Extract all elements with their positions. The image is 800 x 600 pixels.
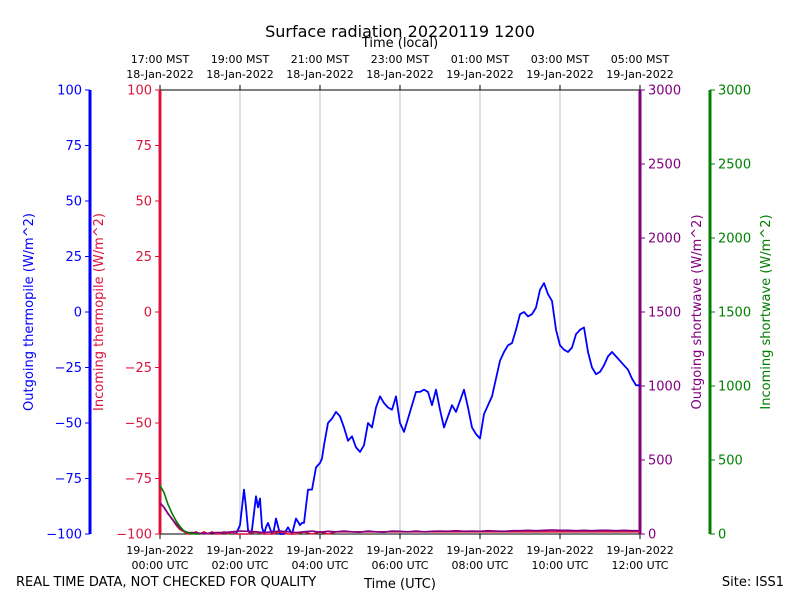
incoming-shortwave-axis-label: Incoming shortwave (W/m^2) — [759, 214, 774, 409]
series-line-incoming-shortwave — [159, 484, 200, 535]
top-tick-label-date: 18-Jan-2022 — [366, 68, 434, 81]
site-label: Site: ISS1 — [721, 575, 784, 590]
outgoing-thermopile-tick-label: 25 — [65, 250, 82, 265]
series-line-outgoing-thermopile — [235, 282, 640, 535]
top-tick-label-time: 05:00 MST — [611, 53, 670, 66]
incoming-shortwave-tick-label: 1500 — [718, 306, 751, 321]
x-tick-label-time: 02:00 UTC — [211, 559, 268, 572]
incoming-shortwave-tick-label: 2000 — [718, 232, 751, 247]
outgoing-shortwave-tick-label: 3000 — [648, 84, 681, 99]
incoming-thermopile-tick-label: −75 — [125, 472, 152, 487]
x-tick-label-date: 19-Jan-2022 — [206, 544, 274, 557]
top-tick-label-date: 19-Jan-2022 — [606, 68, 674, 81]
incoming-shortwave-tick-label: 1000 — [718, 380, 751, 395]
outgoing-shortwave-tick-label: 1500 — [648, 306, 681, 321]
x-tick-label-time: 06:00 UTC — [371, 559, 428, 572]
top-tick-label-date: 18-Jan-2022 — [126, 68, 194, 81]
outgoing-shortwave-tick-label: 2000 — [648, 232, 681, 247]
incoming-thermopile-tick-label: 50 — [135, 195, 152, 210]
x-tick-label-date: 19-Jan-2022 — [286, 544, 354, 557]
incoming-thermopile-tick-label: 75 — [135, 139, 152, 154]
outgoing-shortwave-tick-label: 500 — [648, 454, 673, 469]
quality-disclaimer: REAL TIME DATA, NOT CHECKED FOR QUALITY — [16, 575, 317, 590]
incoming-shortwave-tick-label: 500 — [718, 454, 743, 469]
x-tick-label-date: 19-Jan-2022 — [446, 544, 514, 557]
x-tick-label-time: 10:00 UTC — [531, 559, 588, 572]
top-tick-label-date: 19-Jan-2022 — [526, 68, 594, 81]
x-tick-label-date: 19-Jan-2022 — [526, 544, 594, 557]
top-axis-label: Time (local) — [361, 36, 438, 51]
outgoing-thermopile-tick-label: −100 — [46, 528, 82, 543]
top-tick-label-date: 18-Jan-2022 — [206, 68, 274, 81]
incoming-thermopile-tick-label: 100 — [127, 84, 152, 99]
top-tick-label-date: 19-Jan-2022 — [446, 68, 514, 81]
top-tick-label-time: 03:00 MST — [531, 53, 590, 66]
x-tick-label-time: 04:00 UTC — [291, 559, 348, 572]
incoming-thermopile-tick-label: −100 — [116, 528, 152, 543]
incoming-shortwave-tick-label: 3000 — [718, 84, 751, 99]
top-tick-label-time: 01:00 MST — [451, 53, 510, 66]
outgoing-thermopile-tick-label: −75 — [55, 472, 82, 487]
x-axis-label: Time (UTC) — [363, 577, 436, 592]
x-tick-label-date: 19-Jan-2022 — [606, 544, 674, 557]
incoming-thermopile-tick-label: 0 — [144, 306, 152, 321]
incoming-thermopile-tick-label: 25 — [135, 250, 152, 265]
outgoing-shortwave-axis-label: Outgoing shortwave (W/m^2) — [690, 214, 705, 409]
top-tick-label-time: 23:00 MST — [371, 53, 430, 66]
x-tick-label-date: 19-Jan-2022 — [126, 544, 194, 557]
incoming-thermopile-axis-label: Incoming thermopile (W/m^2) — [92, 213, 107, 411]
outgoing-shortwave-tick-label: 2500 — [648, 158, 681, 173]
outgoing-thermopile-tick-label: −25 — [55, 361, 82, 376]
outgoing-shortwave-tick-label: 0 — [648, 528, 656, 543]
outgoing-thermopile-tick-label: 50 — [65, 195, 82, 210]
outgoing-thermopile-tick-label: 75 — [65, 139, 82, 154]
series-line-outgoing-shortwave — [159, 502, 640, 535]
incoming-thermopile-tick-label: −25 — [125, 361, 152, 376]
top-tick-label-time: 21:00 MST — [291, 53, 350, 66]
x-tick-label-time: 08:00 UTC — [451, 559, 508, 572]
outgoing-thermopile-tick-label: 0 — [74, 306, 82, 321]
incoming-shortwave-tick-label: 2500 — [718, 158, 751, 173]
outgoing-thermopile-axis-label: Outgoing thermopile (W/m^2) — [22, 213, 37, 411]
top-tick-label-time: 19:00 MST — [211, 53, 270, 66]
x-tick-label-time: 12:00 UTC — [611, 559, 668, 572]
x-tick-label-time: 00:00 UTC — [131, 559, 188, 572]
incoming-shortwave-tick-label: 0 — [718, 528, 726, 543]
top-tick-label-date: 18-Jan-2022 — [286, 68, 354, 81]
top-tick-label-time: 17:00 MST — [131, 53, 190, 66]
outgoing-thermopile-tick-label: −50 — [55, 417, 82, 432]
x-tick-label-date: 19-Jan-2022 — [366, 544, 434, 557]
incoming-thermopile-tick-label: −50 — [125, 417, 152, 432]
outgoing-thermopile-tick-label: 100 — [57, 84, 82, 99]
chart-title: Surface radiation 20220119 1200 — [265, 22, 535, 41]
outgoing-shortwave-tick-label: 1000 — [648, 380, 681, 395]
